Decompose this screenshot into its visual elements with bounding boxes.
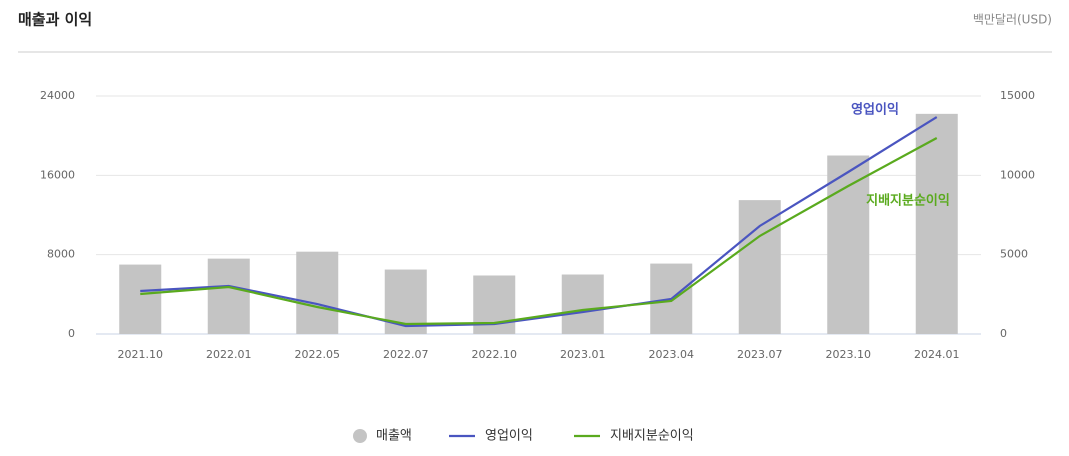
- bar: [119, 264, 162, 334]
- y-tick-label: 24000: [40, 89, 75, 102]
- legend-swatch: [353, 429, 367, 443]
- bar: [827, 155, 870, 334]
- x-tick-label: 2023.04: [649, 348, 695, 361]
- unit-label: 백만달러(USD): [973, 13, 1052, 27]
- line: [140, 137, 938, 326]
- x-tick-label: 2023.10: [826, 348, 872, 361]
- x-tick-label: 2022.01: [206, 348, 252, 361]
- x-tick-label: 2024.01: [914, 348, 960, 361]
- legend-label: 지배지분순이익: [610, 429, 694, 444]
- y2-tick-label: 10000: [1000, 168, 1035, 181]
- y-tick-label: 0: [68, 327, 75, 340]
- line-annotation: 지배지분순이익: [866, 193, 950, 209]
- x-tick-label: 2022.07: [383, 348, 429, 361]
- x-tick-label: 2022.05: [295, 348, 341, 361]
- y2-tick-label: 5000: [1000, 248, 1028, 261]
- x-tick-label: 2023.01: [560, 348, 606, 361]
- y-tick-label: 16000: [40, 168, 75, 181]
- y2-tick-label: 15000: [1000, 89, 1035, 102]
- y-tick-label: 8000: [47, 248, 75, 261]
- x-tick-label: 2021.10: [118, 348, 164, 361]
- bar: [738, 200, 781, 334]
- bar: [561, 274, 604, 334]
- bar: [296, 251, 339, 334]
- x-tick-label: 2022.10: [472, 348, 518, 361]
- legend-label: 영업이익: [485, 429, 533, 444]
- line-annotation: 영업이익: [851, 102, 899, 118]
- line: [140, 116, 938, 328]
- legend-label: 매출액: [376, 429, 412, 444]
- bar: [915, 113, 958, 334]
- bar: [207, 258, 250, 334]
- y2-tick-label: 0: [1000, 327, 1007, 340]
- chart-title: 매출과 이익: [18, 11, 92, 29]
- x-tick-label: 2023.07: [737, 348, 783, 361]
